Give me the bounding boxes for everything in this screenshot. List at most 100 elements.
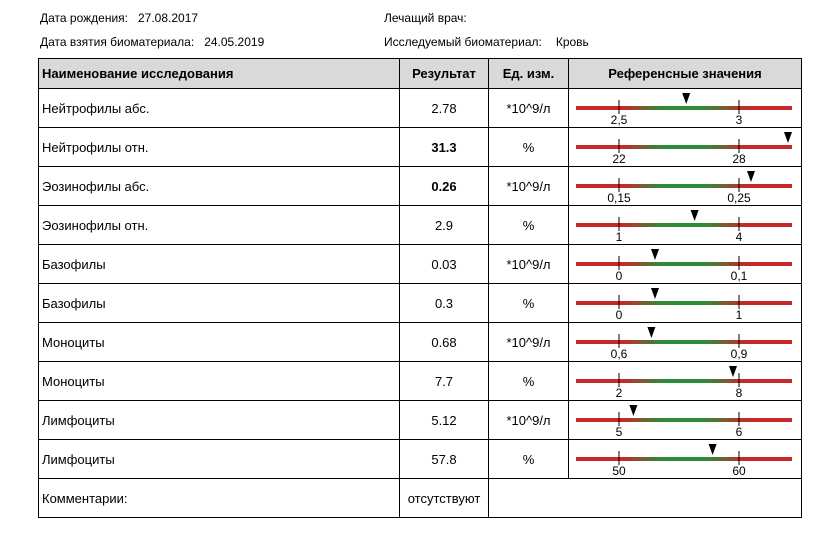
test-result: 5.12 xyxy=(399,400,489,440)
high-limit-label: 28 xyxy=(732,152,746,166)
test-unit: *10^9/л xyxy=(488,244,569,284)
col-header-result: Результат xyxy=(399,58,489,89)
result-marker xyxy=(784,132,792,143)
test-result: 31.3 xyxy=(399,127,489,167)
reference-range: 50 60 xyxy=(568,439,802,479)
low-limit-label: 2 xyxy=(616,386,623,400)
table-row: Лимфоциты 5.12 *10^9/л 5 6 xyxy=(38,400,802,440)
sample-date-label: Дата взятия биоматериала: xyxy=(40,35,195,49)
test-result: 7.7 xyxy=(399,361,489,401)
comment-row: Комментарии: отсутствуют xyxy=(38,478,802,518)
test-name: Лимфоциты xyxy=(38,439,400,479)
table-row: Моноциты 7.7% 2 8 xyxy=(38,361,802,401)
test-name: Базофилы xyxy=(38,283,400,323)
birth-date-label: Дата рождения: xyxy=(40,11,128,25)
result-marker xyxy=(708,444,717,455)
test-name: Нейтрофилы отн. xyxy=(38,127,400,167)
result-marker xyxy=(651,288,659,299)
material: Исследуемый биоматериал: Кровь xyxy=(384,35,589,49)
range-bar xyxy=(576,145,792,149)
table-row: Лимфоциты 57.8% 50 60 xyxy=(38,439,802,479)
test-result: 57.8 xyxy=(399,439,489,479)
test-name: Моноциты xyxy=(38,361,400,401)
table-header-row: Наименование исследования Результат Ед. … xyxy=(38,58,802,89)
range-bar xyxy=(576,184,792,188)
reference-range: 2,5 3 xyxy=(568,88,802,128)
reference-bar: 0,15 0,25 xyxy=(576,171,792,205)
range-bar xyxy=(576,379,792,383)
col-header-unit: Ед. изм. xyxy=(488,58,569,89)
results-table: Наименование исследования Результат Ед. … xyxy=(38,58,802,518)
reference-range: 0,15 0,25 xyxy=(568,166,802,206)
table-row: Базофилы 0.3% 0 1 xyxy=(38,283,802,323)
low-limit-label: 0 xyxy=(616,269,623,283)
reference-bar: 50 60 xyxy=(576,444,792,478)
reference-bar: 0,6 0,9 xyxy=(576,327,792,361)
test-name: Лимфоциты xyxy=(38,400,400,440)
result-marker xyxy=(651,249,659,260)
test-result: 2.9 xyxy=(399,205,489,245)
sample-date: Дата взятия биоматериала: 24.05.2019 xyxy=(40,35,264,49)
material-value: Кровь xyxy=(555,35,589,49)
high-limit-label: 4 xyxy=(736,230,743,244)
low-limit-label: 2,5 xyxy=(611,113,628,127)
result-marker xyxy=(747,171,755,182)
test-name: Эозинофилы абс. xyxy=(38,166,400,206)
table-row: Моноциты 0.68 *10^9/л 0,6 0,9 xyxy=(38,322,802,362)
range-bar xyxy=(576,223,792,227)
test-result: 0.68 xyxy=(399,322,489,362)
doctor: Лечащий врач: xyxy=(384,11,477,25)
test-name: Эозинофилы отн. xyxy=(38,205,400,245)
sample-date-value: 24.05.2019 xyxy=(204,35,265,49)
table-row: Базофилы 0.03 *10^9/л 0 0,1 xyxy=(38,244,802,284)
test-unit: % xyxy=(488,283,569,323)
high-limit-label: 0,1 xyxy=(731,269,748,283)
high-limit-label: 6 xyxy=(736,425,743,439)
reference-bar: 22 28 xyxy=(576,132,792,166)
table-row: Нейтрофилы абс. 2.78 *10^9/л 2,5 3 xyxy=(38,88,802,128)
test-unit: % xyxy=(488,127,569,167)
test-result: 2.78 xyxy=(399,88,489,128)
low-limit-label: 0,15 xyxy=(607,191,631,205)
high-limit-label: 0,9 xyxy=(731,347,748,361)
result-marker xyxy=(729,366,737,377)
table-row: Нейтрофилы отн. 31.3% 22 28 xyxy=(38,127,802,167)
table-row: Эозинофилы отн. 2.9% 1 4 xyxy=(38,205,802,245)
comment-empty xyxy=(488,478,802,518)
low-limit-label: 22 xyxy=(612,152,626,166)
low-limit-label: 5 xyxy=(616,425,623,439)
range-bar xyxy=(576,418,792,422)
test-result: 0.3 xyxy=(399,283,489,323)
range-bar xyxy=(576,106,792,110)
test-unit: % xyxy=(488,361,569,401)
low-limit-label: 0 xyxy=(616,308,623,322)
range-bar xyxy=(576,340,792,344)
test-unit: % xyxy=(488,439,569,479)
test-result: 0.26 xyxy=(399,166,489,206)
high-limit-label: 60 xyxy=(732,464,746,478)
result-marker xyxy=(682,93,691,104)
test-unit: *10^9/л xyxy=(488,322,569,362)
high-limit-label: 8 xyxy=(736,386,743,400)
reference-range: 0,6 0,9 xyxy=(568,322,802,362)
test-name: Нейтрофилы абс. xyxy=(38,88,400,128)
comment-value: отсутствуют xyxy=(399,478,489,518)
low-limit-label: 0,6 xyxy=(611,347,628,361)
test-result: 0.03 xyxy=(399,244,489,284)
result-marker xyxy=(629,405,638,416)
birth-date-value: 27.08.2017 xyxy=(137,11,199,25)
test-name: Моноциты xyxy=(38,322,400,362)
reference-bar: 2,5 3 xyxy=(576,93,792,127)
birth-date: Дата рождения: 27.08.2017 xyxy=(40,11,198,25)
low-limit-label: 50 xyxy=(612,464,626,478)
reference-bar: 0 0,1 xyxy=(576,249,792,283)
test-unit: % xyxy=(488,205,569,245)
result-marker xyxy=(690,210,699,221)
test-name: Базофилы xyxy=(38,244,400,284)
